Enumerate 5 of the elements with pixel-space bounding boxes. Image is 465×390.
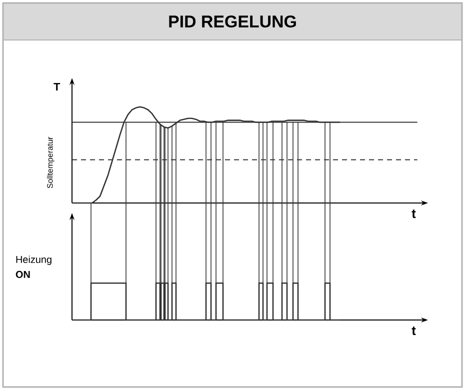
- y-axis-title: T: [54, 82, 60, 91]
- x-axis-title: t: [412, 210, 416, 218]
- x-axis-title: t: [412, 326, 416, 336]
- chart-title: PID REGELUNG: [169, 16, 296, 28]
- y-axis-title: Heizung ON: [16, 256, 52, 278]
